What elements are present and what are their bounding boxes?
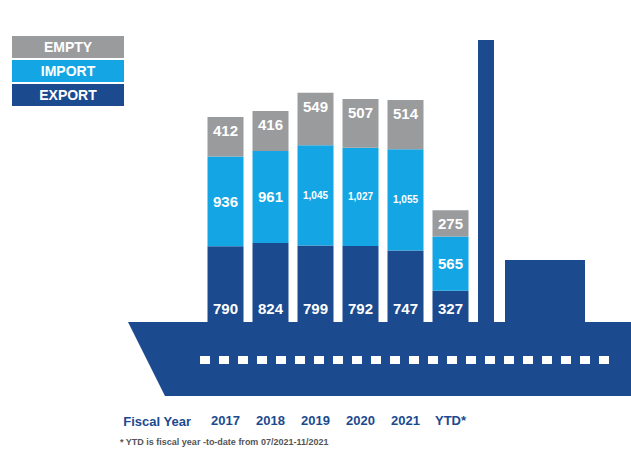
svg-text:327: 327 bbox=[438, 300, 463, 317]
svg-text:YTD*: YTD* bbox=[435, 413, 467, 428]
svg-text:507: 507 bbox=[348, 104, 373, 121]
svg-text:EMPTY: EMPTY bbox=[44, 39, 93, 55]
svg-text:824: 824 bbox=[258, 300, 284, 317]
svg-text:790: 790 bbox=[213, 300, 238, 317]
svg-text:936: 936 bbox=[213, 193, 238, 210]
svg-text:2018: 2018 bbox=[256, 413, 285, 428]
svg-text:2021: 2021 bbox=[391, 413, 420, 428]
svg-text:Fiscal Year: Fiscal Year bbox=[123, 414, 191, 429]
svg-text:747: 747 bbox=[393, 300, 418, 317]
svg-text:2019: 2019 bbox=[301, 413, 330, 428]
svg-text:1,055: 1,055 bbox=[393, 194, 418, 205]
svg-text:565: 565 bbox=[438, 255, 463, 272]
svg-text:1,027: 1,027 bbox=[348, 191, 373, 202]
svg-text:1,045: 1,045 bbox=[303, 190, 328, 201]
svg-text:2020: 2020 bbox=[346, 413, 375, 428]
svg-text:792: 792 bbox=[348, 300, 373, 317]
svg-text:514: 514 bbox=[393, 105, 419, 122]
svg-text:IMPORT: IMPORT bbox=[41, 63, 96, 79]
svg-text:799: 799 bbox=[303, 300, 328, 317]
svg-text:275: 275 bbox=[438, 215, 463, 232]
svg-text:412: 412 bbox=[213, 122, 238, 139]
svg-text:EXPORT: EXPORT bbox=[39, 87, 97, 103]
svg-text:549: 549 bbox=[303, 98, 328, 115]
svg-text:2017: 2017 bbox=[211, 413, 240, 428]
svg-text:416: 416 bbox=[258, 116, 283, 133]
svg-text:961: 961 bbox=[258, 188, 283, 205]
svg-text:* YTD is fiscal year -to-date: * YTD is fiscal year -to-date from 07/20… bbox=[120, 437, 328, 447]
